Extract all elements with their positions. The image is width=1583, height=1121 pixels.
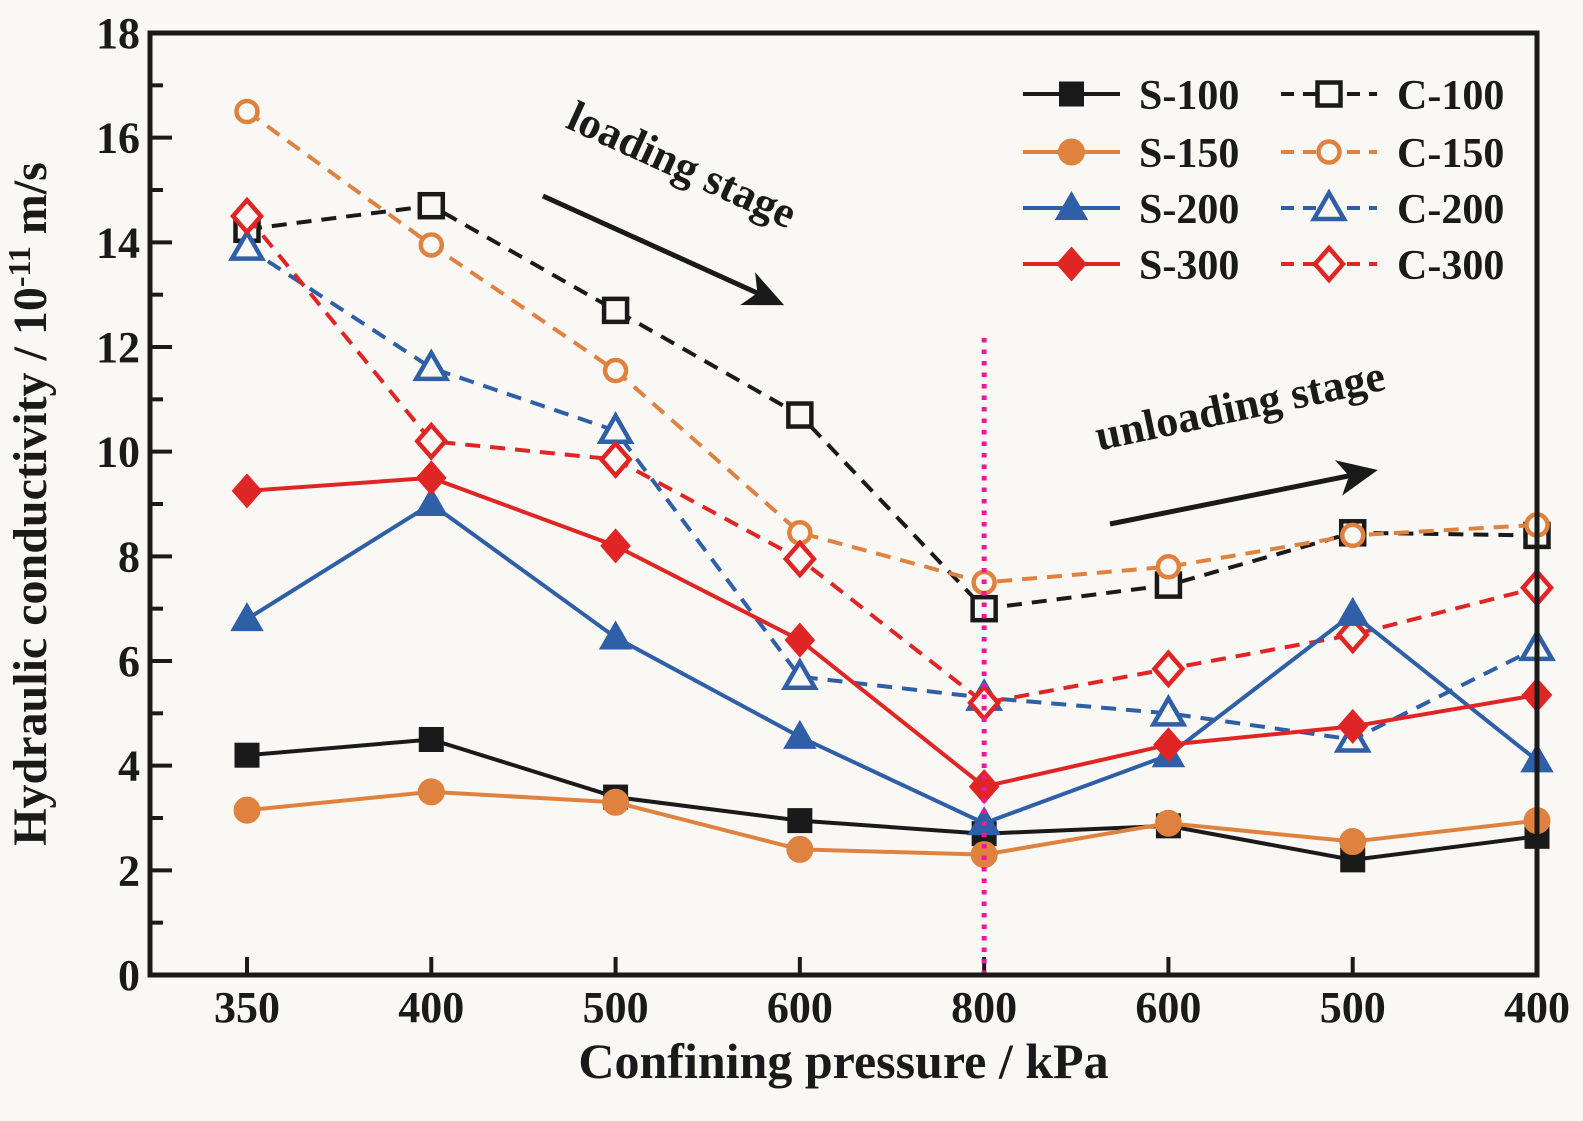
y-tick-label: 12 (96, 323, 140, 372)
legend-label-C-200: C-200 (1397, 187, 1504, 233)
series-S-100-marker-square (787, 808, 813, 834)
series-S-100-marker-square (418, 727, 444, 752)
series-S-200-marker-triangle (230, 602, 264, 632)
y-tick-label: 4 (118, 742, 140, 791)
series-C-200-marker-triangle (1310, 188, 1348, 222)
legend-label-C-300: C-300 (1397, 243, 1504, 289)
series-C-300-marker-diamond (598, 440, 633, 479)
y-tick-label: 6 (118, 637, 140, 686)
series-S-300-marker-diamond (784, 622, 816, 658)
y-tick-label: 10 (96, 428, 140, 477)
series-S-150-marker-circle (1154, 809, 1182, 837)
series-S-300-marker-diamond (1056, 246, 1087, 282)
series-S-100-marker-square (1059, 81, 1084, 107)
x-tick-label: 800 (951, 983, 1017, 1032)
series-C-200-marker-triangle (412, 348, 451, 382)
legend-label-C-150: C-150 (1397, 131, 1504, 177)
series-S-300-marker-diamond (1337, 708, 1369, 744)
series-S-150-line (246, 789, 1538, 857)
series-C-100-marker-square (786, 401, 814, 429)
series-C-300-marker-diamond (1335, 615, 1370, 655)
loading-stage-arrow (541, 193, 785, 306)
series-S-200-marker-triangle (783, 719, 817, 749)
y-tick-label: 16 (96, 114, 140, 163)
series-S-300-marker-diamond (600, 528, 631, 564)
y-tick-label: 2 (118, 846, 140, 895)
series-C-100-marker-square (1315, 80, 1343, 108)
series-C-150-marker-circle (418, 232, 445, 258)
series-C-300-marker-diamond (1312, 244, 1346, 284)
series-C-200-marker-triangle (780, 657, 819, 690)
series-C-150-marker-circle (1316, 139, 1342, 165)
x-tick-label: 400 (1504, 983, 1570, 1032)
series-S-300-marker-diamond (1153, 727, 1184, 763)
series-S-150-marker-circle (1339, 828, 1367, 856)
series-C-300-marker-diamond (230, 196, 264, 236)
series-S-100-line (246, 737, 1538, 862)
series-S-150-marker-circle (786, 835, 814, 863)
series-S-300-marker-diamond (415, 460, 447, 496)
series-S-200-marker-triangle (598, 620, 633, 650)
series-S-200-marker-triangle (414, 486, 449, 516)
legend-label-S-150: S-150 (1139, 131, 1239, 177)
x-tick-label: 600 (767, 983, 833, 1032)
series-C-200-marker-triangle (1149, 693, 1188, 727)
series-S-150-marker-circle (233, 796, 261, 824)
unloading-stage-arrow (1109, 460, 1378, 527)
x-tick-label: 350 (214, 983, 280, 1032)
series-C-200-line (245, 245, 1538, 742)
legend-label-S-300: S-300 (1139, 243, 1239, 289)
legend-label-S-200: S-200 (1139, 187, 1239, 233)
series-S-150-marker-circle (417, 778, 445, 806)
x-tick-label: 400 (398, 983, 464, 1032)
series-C-150-marker-circle (602, 357, 629, 384)
series-C-150-marker-circle (234, 98, 260, 125)
y-axis-title: Hydraulic conductivity / 10-11 m/s (1, 162, 57, 846)
series-C-150-marker-circle (1155, 554, 1182, 580)
series-C-300-marker-diamond (1151, 649, 1186, 689)
series-C-100-marker-square (601, 296, 630, 325)
x-tick-label: 600 (1135, 983, 1201, 1032)
x-tick-label: 500 (1320, 983, 1386, 1032)
series-S-200-marker-triangle (1335, 596, 1370, 626)
series-C-200-marker-triangle (228, 228, 266, 261)
series-C-300-line (245, 214, 1538, 705)
y-tick-label: 8 (118, 532, 140, 581)
legend-label-S-100: S-100 (1139, 73, 1239, 119)
series-S-150-marker-circle (602, 788, 630, 816)
y-tick-label: 18 (96, 9, 140, 58)
series-C-300-marker-diamond (414, 421, 449, 461)
plot-frame (147, 30, 1540, 978)
x-tick-label: 500 (583, 983, 649, 1032)
series-C-100-marker-square (417, 191, 446, 220)
series-C-150-marker-circle (1339, 522, 1366, 549)
series-S-300-marker-diamond (231, 473, 263, 509)
series-S-300-line (246, 475, 1538, 789)
series-S-100-marker-square (234, 742, 260, 768)
series-C-150-line (245, 109, 1538, 585)
series-S-150-marker-circle (1058, 138, 1085, 166)
series-S-200-line (245, 501, 1539, 826)
y-tick-label: 0 (118, 951, 140, 1000)
series-C-300-marker-diamond (782, 539, 817, 579)
legend-label-C-100: C-100 (1397, 73, 1504, 119)
x-axis-title: Confining pressure / kPa (578, 1033, 1108, 1089)
series-C-100-marker-square (970, 594, 998, 623)
y-tick-label: 14 (96, 218, 140, 267)
series-S-200-marker-triangle (1054, 190, 1089, 220)
